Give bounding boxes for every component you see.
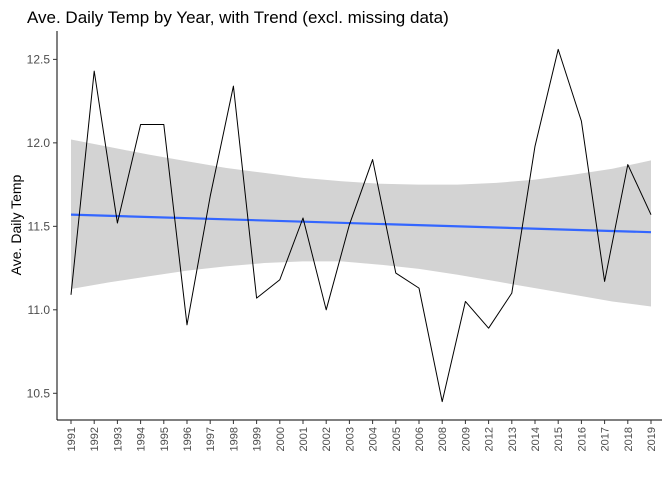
y-tick-label: 11.5 bbox=[28, 219, 51, 233]
axes: 10.5 11.0 11.5 12.0 12.5 1991 1992 1993 1994 1995… bbox=[27, 31, 662, 451]
x-tick-label: 2017 bbox=[600, 427, 612, 451]
x-tick-label: 2003 bbox=[344, 427, 356, 451]
x-tick-label: 2018 bbox=[623, 427, 635, 451]
x-tick-label: 1994 bbox=[136, 427, 148, 451]
y-axis-label: Ave. Daily Temp bbox=[8, 174, 24, 275]
x-tick-label: 1997 bbox=[205, 427, 217, 451]
x-tick-label: 2000 bbox=[275, 427, 287, 451]
x-tick-label: 1998 bbox=[228, 427, 240, 451]
x-tick-label: 1992 bbox=[89, 427, 101, 451]
x-tick-label: 2001 bbox=[298, 427, 310, 451]
x-tick-label: 1995 bbox=[159, 427, 171, 451]
x-tick-label: 2008 bbox=[437, 427, 449, 451]
x-tick-label: 2009 bbox=[460, 427, 472, 451]
trend-line bbox=[70, 213, 652, 234]
x-tick-label: 2013 bbox=[507, 427, 519, 451]
x-tick-label: 2019 bbox=[646, 427, 658, 451]
x-tick-label: 1996 bbox=[182, 427, 194, 451]
x-tick-label: 2014 bbox=[530, 427, 542, 451]
series-line-0 bbox=[70, 48, 652, 403]
y-tick-label: 10.5 bbox=[27, 386, 51, 400]
x-tick-label: 1991 bbox=[66, 427, 78, 451]
x-tick-label: 2005 bbox=[391, 427, 403, 451]
trend-line-layer bbox=[70, 213, 652, 234]
chart-title: Ave. Daily Temp by Year, with Trend (exc… bbox=[27, 8, 449, 27]
y-tick-label: 11.0 bbox=[28, 303, 51, 317]
x-tick-label: 2004 bbox=[368, 427, 380, 451]
series-layer bbox=[70, 48, 652, 403]
x-tick-label: 2015 bbox=[553, 427, 565, 451]
x-tick-label: 2002 bbox=[321, 427, 333, 451]
x-tick-label: 2006 bbox=[414, 427, 426, 451]
x-tick-label: 1999 bbox=[252, 427, 264, 451]
x-tick-label: 2012 bbox=[484, 427, 496, 451]
x-tick-label: 1993 bbox=[112, 427, 124, 451]
x-tick-label: 2016 bbox=[576, 427, 588, 451]
y-tick-label: 12.5 bbox=[27, 52, 51, 66]
y-tick-label: 12.0 bbox=[27, 136, 51, 150]
